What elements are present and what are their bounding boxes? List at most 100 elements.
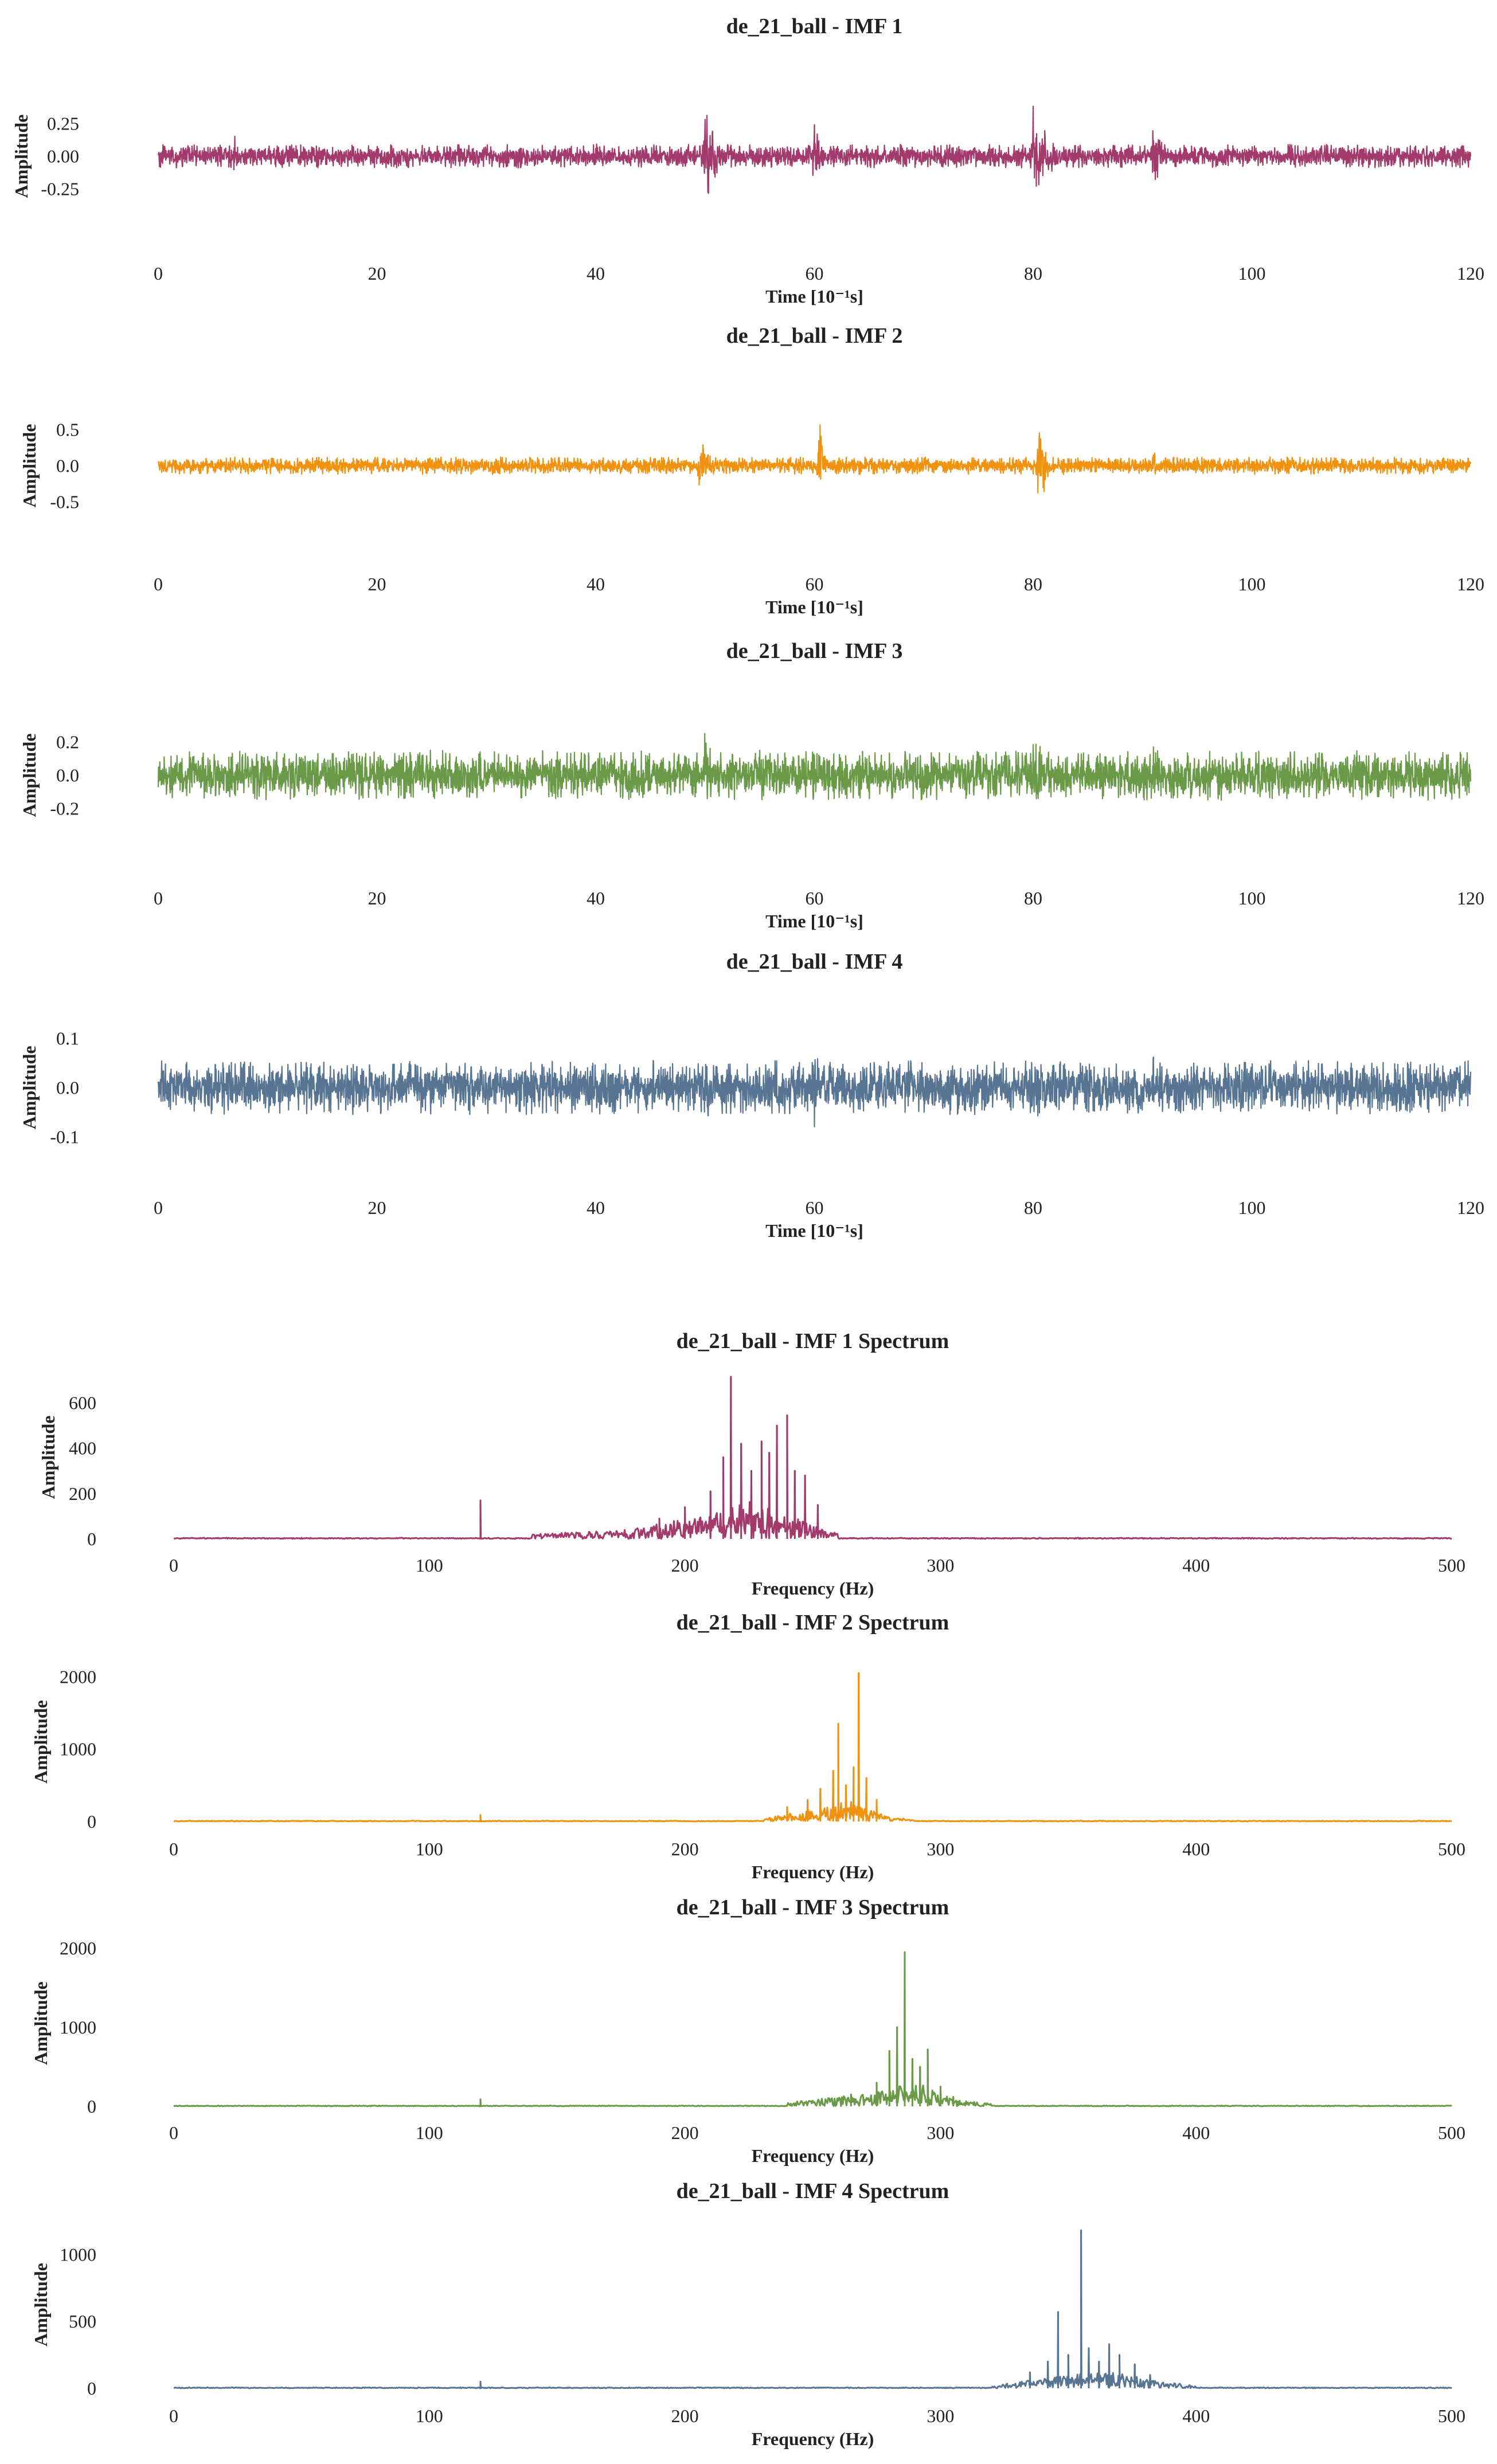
chart-title: de_21_ball - IMF 3 [726,639,903,663]
x-tick-label: 300 [927,1839,954,1859]
x-axis-label: Time [10⁻¹s] [765,1220,863,1241]
chart-panel-1: de_21_ball - IMF 1 Amplitude Time [10⁻¹s] 0… [11,14,1484,307]
x-tick-label: 200 [671,2406,699,2426]
x-tick-label: 400 [1182,2406,1210,2426]
x-tick-label: 0 [169,2406,178,2426]
x-tick-label: 80 [1024,263,1042,284]
y-tick-label: 0.25 [47,113,79,134]
y-tick-label: 1000 [60,1739,96,1760]
spectrum-line [173,1951,1452,2107]
y-axis-label: Amplitude [11,115,32,198]
y-axis-label: Amplitude [30,1981,51,2065]
x-axis-label: Time [10⁻¹s] [765,911,863,931]
chart-title: de_21_ball - IMF 4 [726,950,903,974]
x-tick-label: 0 [169,2122,178,2143]
y-tick-label: 0.0 [56,1078,79,1098]
x-tick-label: 80 [1024,888,1042,908]
y-tick-label: 0.00 [47,146,79,167]
x-tick-label: 20 [368,888,386,908]
x-tick-label: 100 [416,1839,443,1859]
x-tick-label: 100 [416,1555,443,1576]
x-tick-label: 200 [671,1555,699,1576]
x-tick-label: 100 [1238,574,1266,594]
y-tick-label: 2000 [60,1938,96,1958]
y-tick-label: 600 [69,1393,96,1413]
signal-line [157,732,1472,801]
y-tick-label: 0 [87,2096,96,2117]
x-axis-label: Frequency (Hz) [752,1862,874,1882]
chart-panel-8: de_21_ball - IMF 4 Spectrum Amplitude Freq… [30,2179,1465,2449]
chart-title: de_21_ball - IMF 1 [726,14,903,38]
signal-line [158,424,1472,493]
x-tick-label: 500 [1438,1555,1465,1576]
x-tick-label: 400 [1182,2122,1210,2143]
x-tick-label: 500 [1438,1839,1465,1859]
chart-title: de_21_ball - IMF 4 Spectrum [677,2179,949,2203]
chart-panel-3: de_21_ball - IMF 3 Amplitude Time [10⁻¹s] 0… [19,639,1484,931]
x-tick-label: 0 [154,888,163,908]
chart-title: de_21_ball - IMF 2 Spectrum [677,1611,949,1635]
chart-title: de_21_ball - IMF 1 Spectrum [677,1329,949,1353]
y-axis-label: Amplitude [38,1416,58,1499]
x-tick-label: 60 [806,574,824,594]
spectrum-line [174,2229,1452,2389]
x-tick-label: 0 [154,574,163,594]
x-tick-label: 40 [587,574,605,594]
x-tick-label: 100 [1238,888,1266,908]
x-tick-label: 120 [1457,1197,1484,1218]
y-tick-label: 200 [69,1483,96,1504]
y-tick-label: 0 [87,1811,96,1832]
x-tick-label: 0 [169,1839,178,1859]
y-tick-label: -0.2 [50,798,79,819]
x-axis-label: Frequency (Hz) [752,1578,874,1599]
x-tick-label: 40 [587,263,605,284]
x-tick-label: 500 [1438,2122,1465,2143]
y-axis-label: Amplitude [19,1046,40,1130]
y-tick-label: 0 [87,2378,96,2399]
x-tick-label: 400 [1182,1555,1210,1576]
y-tick-label: 1000 [60,2244,96,2265]
y-tick-label: 1000 [60,2017,96,2038]
x-tick-label: 100 [1238,1197,1266,1218]
x-tick-label: 60 [806,263,824,284]
x-axis-label: Time [10⁻¹s] [765,286,863,307]
chart-panel-2: de_21_ball - IMF 2 Amplitude Time [10⁻¹s] 0… [19,324,1484,617]
x-tick-label: 100 [416,2406,443,2426]
x-tick-label: 120 [1457,574,1484,594]
y-axis-label: Amplitude [30,1700,51,1784]
y-axis-label: Amplitude [19,734,40,817]
x-axis-label: Frequency (Hz) [752,2145,874,2166]
x-tick-label: 100 [1238,263,1266,284]
x-tick-label: 400 [1182,1839,1210,1859]
x-tick-label: 20 [368,1197,386,1218]
x-tick-label: 100 [416,2122,443,2143]
x-tick-label: 500 [1438,2406,1465,2426]
x-tick-label: 300 [927,2406,954,2426]
x-tick-label: 60 [806,888,824,908]
x-tick-label: 120 [1457,263,1484,284]
y-tick-label: -0.5 [50,492,79,512]
panels: de_21_ball - IMF 1 Amplitude Time [10⁻¹s] 0… [11,14,1484,2449]
x-tick-label: 300 [927,1555,954,1576]
y-tick-label: 0 [87,1529,96,1549]
y-tick-label: 0.0 [56,765,79,786]
x-tick-label: 0 [154,1197,163,1218]
y-axis-label: Amplitude [30,2263,51,2347]
x-tick-label: 40 [587,1197,605,1218]
x-tick-label: 20 [368,263,386,284]
chart-panel-7: de_21_ball - IMF 3 Spectrum Amplitude Freq… [30,1895,1465,2166]
chart-panel-5: de_21_ball - IMF 1 Spectrum Amplitude Freq… [38,1329,1465,1599]
signal-line [157,105,1472,194]
x-axis-label: Frequency (Hz) [752,2428,874,2449]
x-tick-label: 200 [671,1839,699,1859]
chart-title: de_21_ball - IMF 2 [726,324,903,348]
y-tick-label: 400 [69,1438,96,1459]
signal-line [157,1056,1472,1127]
y-tick-label: -0.25 [41,178,79,199]
x-tick-label: 60 [806,1197,824,1218]
y-tick-label: 500 [69,2311,96,2332]
y-tick-label: 2000 [60,1666,96,1687]
x-tick-label: 80 [1024,574,1042,594]
x-tick-label: 80 [1024,1197,1042,1218]
